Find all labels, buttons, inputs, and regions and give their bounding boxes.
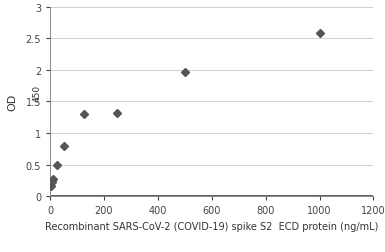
Text: OD: OD xyxy=(8,93,18,111)
Text: 450: 450 xyxy=(32,85,41,102)
X-axis label: Recombinant SARS-CoV-2 (COVID-19) spike S2  ECD protein (ng/mL): Recombinant SARS-CoV-2 (COVID-19) spike … xyxy=(45,221,378,231)
